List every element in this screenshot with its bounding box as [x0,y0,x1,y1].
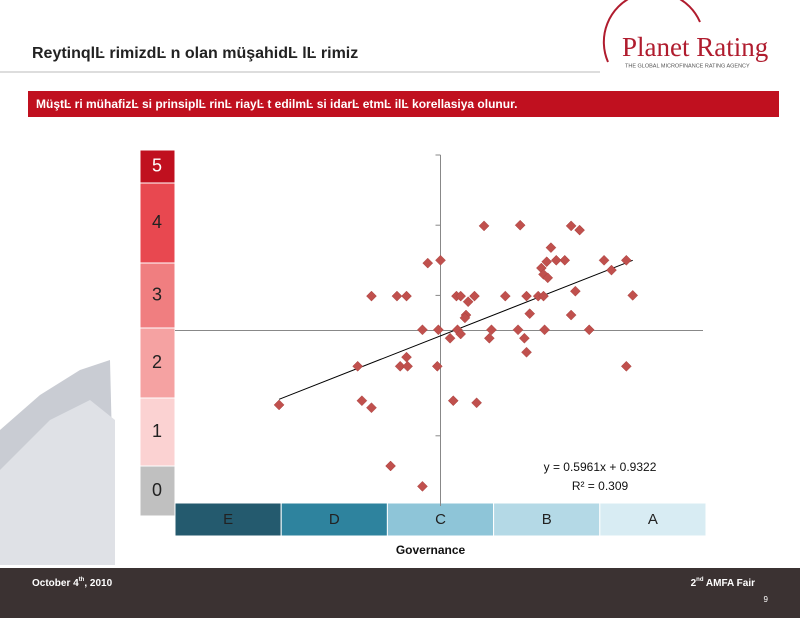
point [447,395,459,407]
grade-band [493,502,601,537]
point [565,220,577,232]
point [433,324,444,336]
point [542,272,554,284]
point [469,290,480,302]
rating-label: 4 [152,212,162,232]
point [459,312,471,324]
trend-equation: y = 0.5961x + 0.9322 [544,460,657,474]
point [483,332,495,344]
point [366,402,377,414]
point [435,254,446,266]
grade-label: C [435,511,446,528]
point [550,254,562,266]
point [524,308,536,320]
point [352,360,364,372]
grade-label: B [542,511,552,528]
event-num: 2 [691,578,697,589]
point [401,290,412,302]
grade-band [280,502,388,537]
point [541,256,553,268]
point [417,324,428,336]
point [455,290,467,302]
logo: Planet Rating [622,32,768,62]
point [538,290,549,302]
rating-band [139,397,176,467]
chart-area [115,140,725,568]
page-number: 9 [764,595,769,604]
point [417,480,428,492]
grade-label: E [223,511,233,528]
point [514,219,526,231]
point [570,285,581,297]
point [545,242,557,254]
rating-band [139,262,176,329]
point [539,324,550,336]
point [627,290,639,301]
mountain-light [0,400,115,565]
point [598,254,610,266]
banner [28,91,779,117]
logo-arc [602,0,701,63]
date-rest: , 2010 [84,578,112,589]
point [455,328,467,340]
grade-band [174,502,282,537]
point [512,324,524,336]
point [391,290,403,302]
point [499,290,511,302]
point [521,346,532,358]
rating-band [139,465,176,517]
point [583,324,595,336]
rating-label: 1 [152,421,162,441]
rating-label: 0 [152,480,162,500]
point [356,395,368,407]
point [471,397,482,409]
date: October 4 [32,578,79,589]
rating-label: 3 [152,284,162,304]
grade-band [386,502,495,537]
point [565,309,577,321]
grade-label: A [648,511,658,528]
footer [0,568,800,618]
point [559,254,571,266]
date-sup: th [79,577,85,583]
point [444,332,456,344]
trend-r2: R² = 0.309 [572,479,629,493]
point [431,360,443,372]
point [366,290,377,302]
point [620,254,632,266]
event-sup: nd [696,577,704,583]
banner-text: MüştĿ ri mühafizĿ si prinsiplĿ rinĿ riay… [36,97,517,111]
point [620,360,632,372]
point [273,399,285,411]
grade-band [599,502,707,537]
x-axis-label: Governance [396,543,466,557]
plot: 5 4 3 2 1 0 E D C B A Governance y = 0.5961x + 0.932… [139,149,707,557]
point [462,296,474,308]
rating-label: 5 [152,155,162,175]
logo-tagline: THE GLOBAL MICROFINANCE RATING AGENCY [625,63,750,69]
point [606,264,617,276]
grade-label: D [329,511,340,528]
point [521,290,532,302]
footer-date: October 4th, 2010 [32,577,113,589]
point [486,324,497,336]
point [574,224,585,236]
footer-event: 2nd AMFA Fair [691,577,755,589]
point [394,360,406,372]
point [385,460,396,472]
rating-label: 2 [152,352,162,372]
point [402,360,413,372]
point [519,332,530,344]
point [422,257,434,269]
point [478,220,490,232]
rating-band [139,327,176,399]
event: AMFA Fair [704,578,756,589]
slide-title: ReytinqlĿ rimizdĿ n olan müşahidĿ lĿ rim… [32,45,358,62]
